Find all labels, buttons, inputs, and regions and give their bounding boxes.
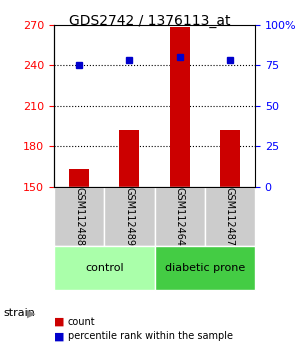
Text: control: control — [85, 263, 124, 273]
Text: GSM112488: GSM112488 — [74, 187, 84, 246]
Text: GSM112464: GSM112464 — [175, 187, 184, 246]
Text: strain: strain — [3, 308, 35, 318]
FancyBboxPatch shape — [205, 187, 255, 246]
Text: count: count — [68, 317, 95, 327]
Text: GSM112487: GSM112487 — [225, 187, 235, 246]
Bar — [220, 130, 240, 187]
Bar — [69, 170, 89, 187]
FancyBboxPatch shape — [104, 187, 154, 246]
FancyBboxPatch shape — [154, 187, 205, 246]
Text: diabetic prone: diabetic prone — [165, 263, 245, 273]
Text: percentile rank within the sample: percentile rank within the sample — [68, 331, 232, 341]
Bar — [169, 28, 190, 187]
Text: GSM112489: GSM112489 — [124, 187, 134, 246]
FancyBboxPatch shape — [154, 246, 255, 290]
Text: ▶: ▶ — [27, 308, 35, 318]
Bar — [119, 130, 140, 187]
FancyBboxPatch shape — [54, 187, 104, 246]
Text: ■: ■ — [54, 331, 64, 341]
Text: ■: ■ — [54, 317, 64, 327]
Text: GDS2742 / 1376113_at: GDS2742 / 1376113_at — [69, 14, 231, 28]
FancyBboxPatch shape — [54, 246, 154, 290]
